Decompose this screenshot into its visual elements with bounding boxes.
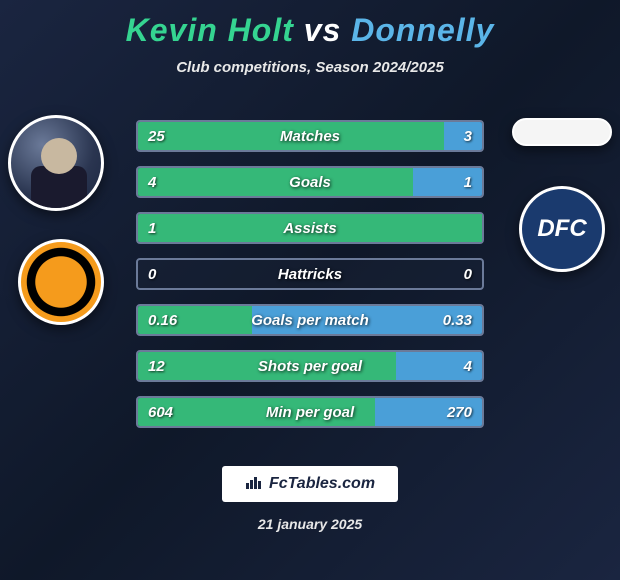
brand-logo: FcTables.com [222, 466, 398, 502]
player2-avatar-placeholder [512, 118, 612, 146]
club2-abbr: DFC [537, 215, 586, 243]
brand-text: FcTables.com [269, 475, 375, 493]
stat-row: 4Goals1 [136, 166, 484, 198]
stat-label: Goals per match [138, 312, 482, 329]
page-title: Kevin Holt vs Donnelly [0, 0, 620, 49]
stat-value-right: 0.33 [443, 312, 472, 329]
stats-table: 25Matches34Goals11Assists0Hattricks00.16… [136, 120, 484, 442]
right-image-column: DFC [512, 118, 612, 272]
title-player1: Kevin Holt [126, 12, 294, 48]
title-player2: Donnelly [351, 12, 494, 48]
stat-label: Hattricks [138, 266, 482, 283]
stat-row: 25Matches3 [136, 120, 484, 152]
stat-label: Goals [138, 174, 482, 191]
title-vs: vs [304, 12, 342, 48]
stat-row: 604Min per goal270 [136, 396, 484, 428]
stat-value-right: 4 [464, 358, 472, 375]
subtitle: Club competitions, Season 2024/2025 [0, 59, 620, 76]
player1-club-logo [18, 239, 104, 325]
player1-avatar [8, 115, 104, 211]
stat-row: 12Shots per goal4 [136, 350, 484, 382]
stat-label: Shots per goal [138, 358, 482, 375]
player2-club-logo: DFC [519, 186, 605, 272]
stat-row: 0Hattricks0 [136, 258, 484, 290]
left-image-column [8, 115, 104, 325]
stat-label: Min per goal [138, 404, 482, 421]
chart-icon [245, 475, 263, 494]
stat-label: Matches [138, 128, 482, 145]
stat-value-right: 270 [447, 404, 472, 421]
stat-value-right: 3 [464, 128, 472, 145]
stat-value-right: 0 [464, 266, 472, 283]
stat-row: 0.16Goals per match0.33 [136, 304, 484, 336]
stat-row: 1Assists [136, 212, 484, 244]
stat-label: Assists [138, 220, 482, 237]
footer-date: 21 january 2025 [258, 516, 362, 532]
stat-value-right: 1 [464, 174, 472, 191]
